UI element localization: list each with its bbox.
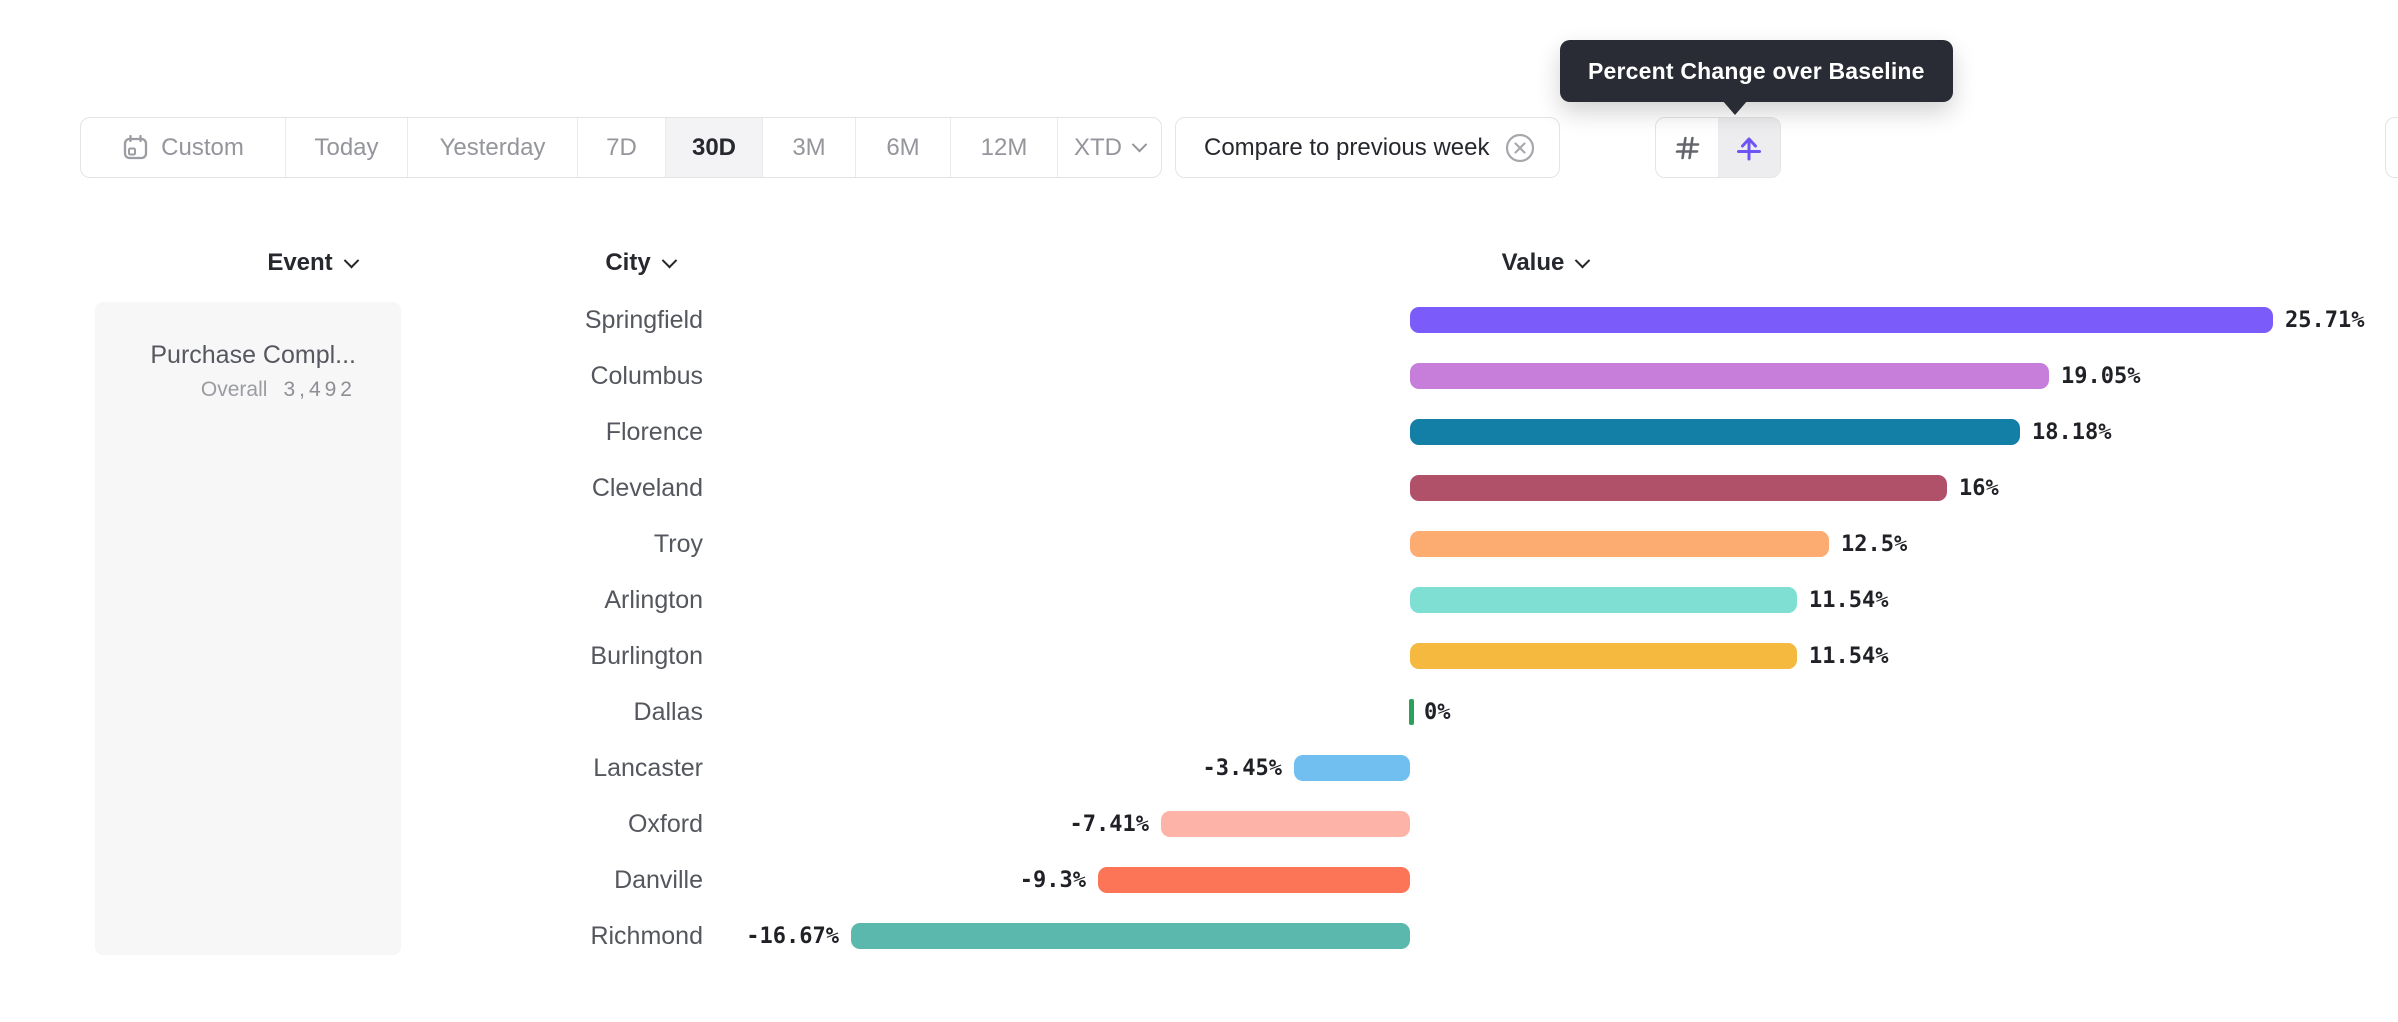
city-label: Dallas <box>633 698 703 726</box>
overall-value: 3,492 <box>283 378 356 401</box>
grid-icon <box>1672 133 1702 163</box>
overall-label: Overall <box>200 378 268 401</box>
date-range-label: 12M <box>980 133 1028 161</box>
date-range-xtd[interactable]: XTD <box>1058 118 1161 177</box>
value-label: -3.45% <box>1202 756 1282 781</box>
chart-row-arlington: Arlington 11.54% <box>0 572 2398 628</box>
grid-view-toggle[interactable] <box>1656 118 1718 177</box>
chart-row-oxford: Oxford -7.41% <box>0 796 2398 852</box>
date-range-label: Yesterday <box>439 133 546 161</box>
calendar-icon <box>122 134 149 161</box>
bar-chart: Springfield 25.71% Columbus 19.05% Florence 1… <box>0 292 2398 964</box>
value-label: -7.41% <box>1069 812 1149 837</box>
chart-row-florence: Florence 18.18% <box>0 404 2398 460</box>
date-range-label: XTD <box>1074 133 1122 161</box>
value-label: 18.18% <box>2032 420 2112 445</box>
chart-row-cleveland: Cleveland 16% <box>0 460 2398 516</box>
date-range-3m[interactable]: 3M <box>763 118 856 177</box>
date-range-label: 3M <box>792 133 826 161</box>
column-header-city[interactable]: City <box>490 243 790 283</box>
tooltip-arrow <box>1722 100 1748 115</box>
city-label: Arlington <box>604 586 703 614</box>
date-range-label: 7D <box>606 133 637 161</box>
column-header-event[interactable]: Event <box>162 243 462 283</box>
partial-button-right[interactable] <box>2385 117 2398 178</box>
date-range-yesterday[interactable]: Yesterday <box>408 118 578 177</box>
tooltip: Percent Change over Baseline <box>1560 40 1953 102</box>
city-label: Springfield <box>584 306 703 334</box>
baseline-view-toggle[interactable] <box>1718 118 1780 177</box>
value-label: 16% <box>1959 476 1999 501</box>
date-range-label: Custom <box>161 133 244 161</box>
column-header-value[interactable]: Value <box>1395 243 1695 283</box>
date-range-12m[interactable]: 12M <box>951 118 1058 177</box>
date-range-label: 6M <box>886 133 920 161</box>
city-label: Troy <box>653 530 703 558</box>
date-range-7d[interactable]: 7D <box>578 118 666 177</box>
event-title: Purchase Compl... <box>150 341 356 369</box>
value-label: 0% <box>1424 700 1451 725</box>
chevron-down-icon <box>343 252 359 268</box>
value-bar[interactable] <box>1409 699 1414 725</box>
city-label: Oxford <box>627 810 703 838</box>
date-range-30d[interactable]: 30D <box>666 118 763 177</box>
city-label: Florence <box>605 418 703 446</box>
chart-row-troy: Troy 12.5% <box>0 516 2398 572</box>
value-bar[interactable] <box>1410 475 1947 501</box>
event-panel[interactable]: Purchase Compl... Overall 3,492 <box>95 302 401 955</box>
compare-button[interactable]: Compare to previous week <box>1175 117 1561 178</box>
chevron-down-icon <box>1575 252 1591 268</box>
compare-label: Compare to previous week <box>1204 133 1490 161</box>
date-range-today[interactable]: Today <box>286 118 408 177</box>
circle-x-icon[interactable] <box>1505 133 1535 163</box>
chart-row-springfield: Springfield 25.71% <box>0 292 2398 348</box>
value-bar[interactable] <box>1098 867 1410 893</box>
chart-row-danville: Danville -9.3% <box>0 852 2398 908</box>
value-label: 12.5% <box>1841 532 1908 557</box>
city-label: Burlington <box>590 642 703 670</box>
date-range-label: 30D <box>691 133 737 161</box>
date-range-label: Today <box>314 133 379 161</box>
city-label: Lancaster <box>593 754 703 782</box>
chevron-down-icon <box>1131 136 1148 153</box>
value-bar[interactable] <box>1410 643 1797 669</box>
value-bar[interactable] <box>1410 531 1829 557</box>
chevron-down-icon <box>661 252 677 268</box>
chart-row-dallas: Dallas 0% <box>0 684 2398 740</box>
chart-row-richmond: Richmond -16.67% <box>0 908 2398 964</box>
value-bar[interactable] <box>1410 307 2273 333</box>
value-bar[interactable] <box>1410 587 1797 613</box>
value-label: -9.3% <box>1019 868 1086 893</box>
value-bar[interactable] <box>1410 363 2049 389</box>
date-range-custom[interactable]: Custom <box>81 118 286 177</box>
value-bar[interactable] <box>851 923 1410 949</box>
chart-row-lancaster: Lancaster -3.45% <box>0 740 2398 796</box>
value-label: -16.67% <box>746 924 839 949</box>
city-label: Richmond <box>590 922 703 950</box>
value-bar[interactable] <box>1294 755 1410 781</box>
value-bar[interactable] <box>1161 811 1410 837</box>
value-label: 11.54% <box>1809 644 1889 669</box>
value-label: 25.71% <box>2285 308 2365 333</box>
value-label: 19.05% <box>2061 364 2141 389</box>
value-bar[interactable] <box>1410 419 2020 445</box>
city-label: Columbus <box>590 362 703 390</box>
date-range-picker: Custom Today Yesterday 7D 30D 3M 6M 12M XTD <box>80 117 1162 178</box>
date-range-6m[interactable]: 6M <box>856 118 951 177</box>
city-label: Cleveland <box>591 474 703 502</box>
event-overall: Overall 3,492 <box>115 378 356 402</box>
chart-row-columbus: Columbus 19.05% <box>0 348 2398 404</box>
city-label: Danville <box>614 866 703 894</box>
view-toggle-group <box>1655 117 1781 178</box>
value-label: 11.54% <box>1809 588 1889 613</box>
chart-row-burlington: Burlington 11.54% <box>0 628 2398 684</box>
baseline-arrow-icon <box>1734 133 1764 163</box>
